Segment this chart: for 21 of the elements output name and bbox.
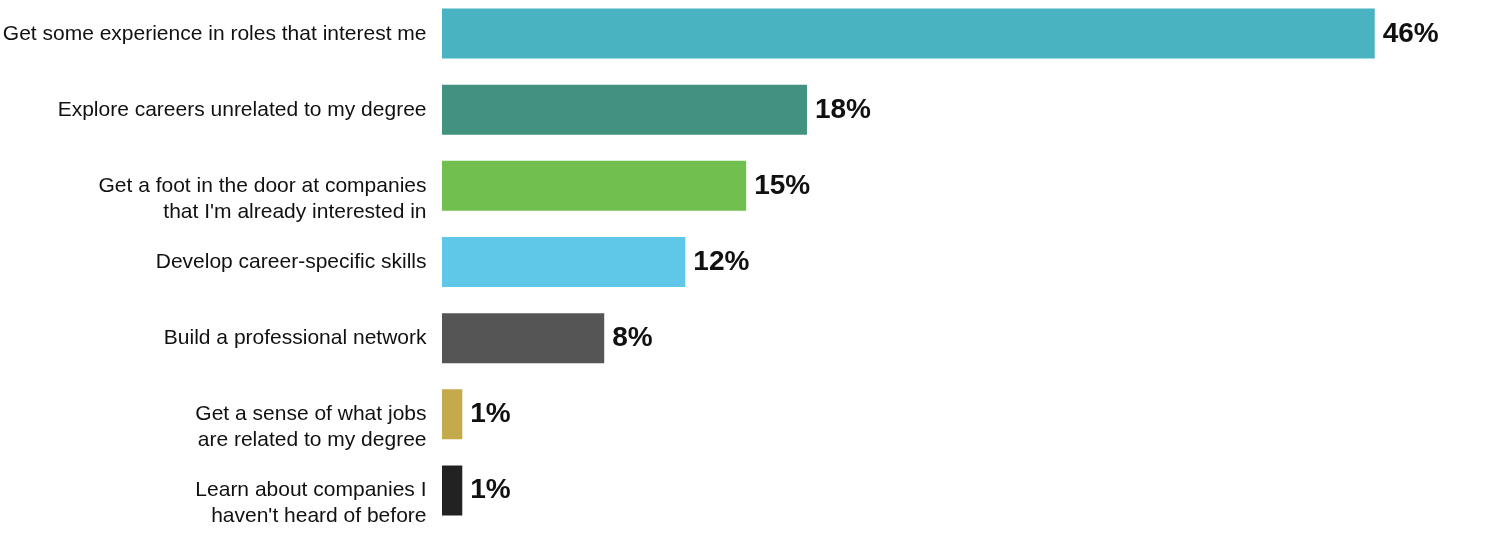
data-label: 8% [612, 321, 653, 353]
bar [442, 313, 605, 364]
y-tick-label: Develop career-specific skills [155, 249, 427, 272]
data-label: 1% [470, 397, 511, 429]
bar [442, 465, 463, 516]
data-label: 46% [1382, 16, 1439, 48]
y-tick-label: Get a foot in the door at companies that I'm already interested in [98, 172, 427, 222]
bar [442, 237, 686, 287]
bar [442, 160, 747, 211]
data-label: 18% [814, 92, 872, 124]
y-tick-label: Get a sense of what jobs are related to my degree [195, 401, 427, 451]
data-label: 1% [470, 473, 511, 505]
data-label: 15% [754, 168, 811, 200]
y-tick-label: Explore careers unrelated to my degree [57, 96, 427, 120]
data-label: 12% [693, 245, 750, 276]
bar [442, 389, 463, 440]
y-tick-label: Get some experience in roles that interest me [2, 20, 427, 44]
bar [442, 84, 807, 135]
y-tick-label: Build a professional network [163, 325, 427, 349]
y-tick-label: Learn about companies I haven't heard of before [195, 477, 427, 527]
bar [442, 8, 1375, 59]
